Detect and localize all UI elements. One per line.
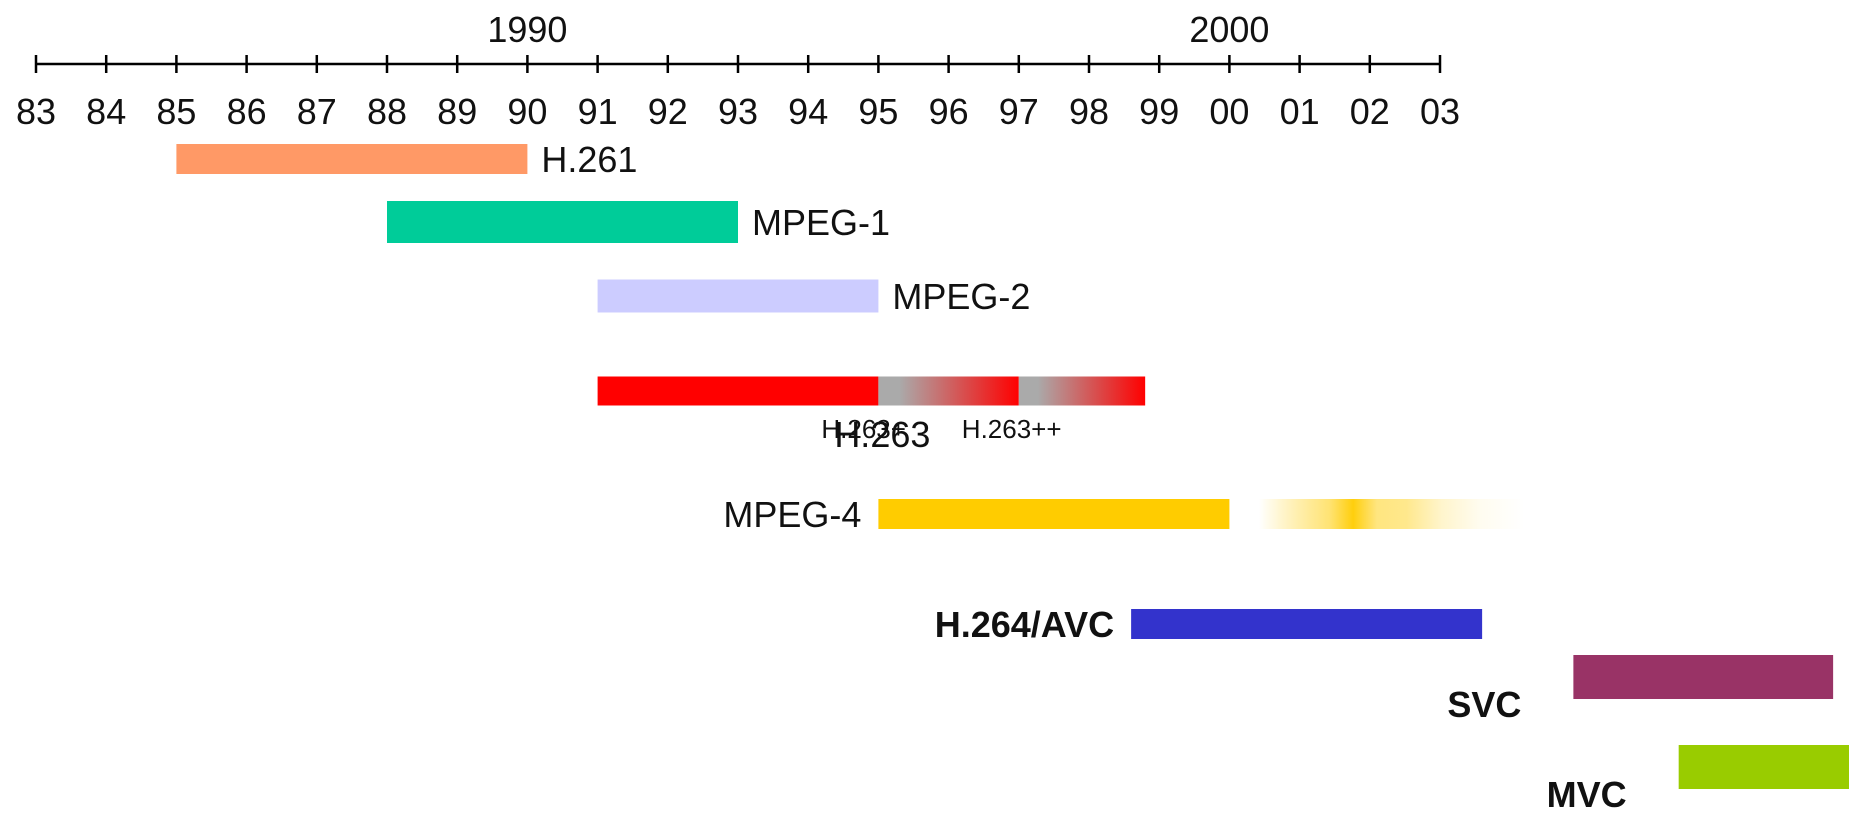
label-h-263: H.263+ <box>821 414 906 444</box>
tick-label: 88 <box>367 91 407 132</box>
tick-label: 95 <box>858 91 898 132</box>
tick-label: 90 <box>507 91 547 132</box>
tick-label: 97 <box>999 91 1039 132</box>
tick-label: 91 <box>578 91 618 132</box>
bar-svc <box>1573 655 1834 699</box>
label-svc: SVC <box>1447 684 1521 725</box>
label-h-264-avc: H.264/AVC <box>935 604 1114 645</box>
tick-label: 86 <box>227 91 267 132</box>
tick-label: 03 <box>1420 91 1460 132</box>
tick-label: 89 <box>437 91 477 132</box>
decade-label: 2000 <box>1189 9 1269 50</box>
bar-mpeg-1 <box>387 201 738 243</box>
label-mpeg-4: MPEG-4 <box>723 494 861 535</box>
tick-label: 87 <box>297 91 337 132</box>
tick-label: 96 <box>929 91 969 132</box>
bar-mpeg-4 <box>878 499 1230 529</box>
bar-h-263 <box>597 376 879 406</box>
tick-label: 01 <box>1280 91 1320 132</box>
tick-label: 02 <box>1350 91 1390 132</box>
tick-label: 99 <box>1139 91 1179 132</box>
label-h-263: H.263++ <box>962 414 1062 444</box>
timeline-bars <box>176 144 1849 789</box>
tick-label: 94 <box>788 91 828 132</box>
bar-mvc <box>1678 745 1849 789</box>
timeline-axis: 83 84 85 86 87 88 89 90 91 92 93 94 95 96 97 98 99 00 01 02… <box>16 9 1460 132</box>
tick-label: 00 <box>1209 91 1249 132</box>
label-mpeg-2: MPEG-2 <box>892 276 1030 317</box>
tick-label: 84 <box>86 91 126 132</box>
label-mvc: MVC <box>1547 774 1627 815</box>
bar-mpeg-4-extension <box>1229 499 1525 529</box>
bar-h-264-avc <box>1131 609 1483 639</box>
tick-label: 98 <box>1069 91 1109 132</box>
bar-h-263 <box>1018 376 1146 406</box>
tick-label: 83 <box>16 91 56 132</box>
decade-label: 1990 <box>487 9 567 50</box>
tick-label: 92 <box>648 91 688 132</box>
bar-h-261 <box>176 144 528 174</box>
tick-label: 85 <box>156 91 196 132</box>
bar-mpeg-2 <box>597 279 879 313</box>
label-h-263: H.263 <box>834 414 930 455</box>
bar-h-263 <box>878 376 1019 406</box>
label-h-261: H.261 <box>541 139 637 180</box>
tick-label: 93 <box>718 91 758 132</box>
label-mpeg-1: MPEG-1 <box>752 202 890 243</box>
